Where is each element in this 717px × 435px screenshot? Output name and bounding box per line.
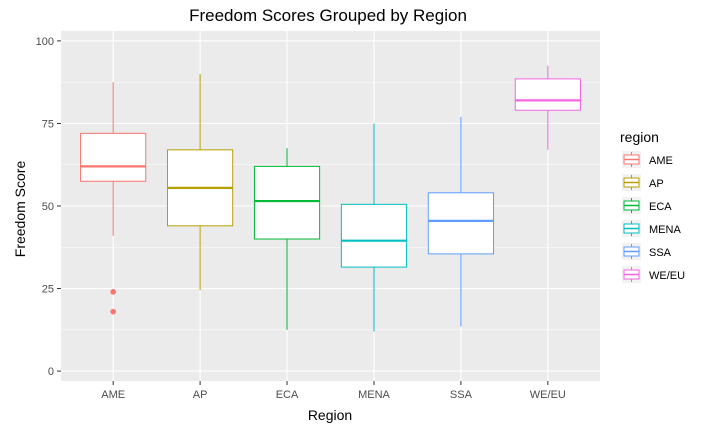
x-tick-label: SSA bbox=[450, 389, 473, 401]
box-iqr bbox=[514, 78, 581, 111]
legend-key bbox=[622, 266, 641, 283]
y-tick-label: 0 bbox=[48, 366, 54, 378]
legend-label: MENA bbox=[649, 224, 681, 236]
legend-label: AME bbox=[649, 155, 673, 167]
x-tick-label: ECA bbox=[276, 389, 299, 401]
box-ame bbox=[80, 82, 147, 315]
legend-label: AP bbox=[649, 178, 664, 190]
box-iqr bbox=[427, 192, 495, 255]
y-axis: 0 25 50 75 100 bbox=[36, 36, 61, 378]
x-axis: AME AP ECA MENA SSA WE/EU bbox=[101, 381, 566, 401]
x-tick-label: MENA bbox=[358, 389, 390, 401]
box-ap bbox=[166, 73, 234, 291]
outlier-point bbox=[110, 308, 116, 315]
box-eca bbox=[253, 148, 321, 330]
y-tick-label: 75 bbox=[42, 118, 54, 130]
legend-key bbox=[622, 220, 641, 237]
outlier-point bbox=[110, 289, 116, 295]
box-we-eu bbox=[514, 65, 581, 150]
box-ssa bbox=[427, 116, 495, 327]
box-mena bbox=[340, 123, 408, 332]
chart-title: Freedom Scores Grouped by Region bbox=[189, 6, 467, 25]
x-tick-label: WE/EU bbox=[530, 389, 566, 401]
y-tick-label: 25 bbox=[42, 284, 54, 296]
legend-title: region bbox=[620, 129, 659, 145]
legend-key bbox=[622, 174, 641, 191]
y-tick-label: 100 bbox=[36, 36, 54, 48]
legend-key bbox=[622, 151, 641, 168]
box-series bbox=[80, 65, 581, 332]
x-tick-label: AP bbox=[193, 389, 208, 401]
x-tick-label: AME bbox=[101, 389, 125, 401]
y-tick-label: 50 bbox=[42, 201, 54, 213]
legend-label: ECA bbox=[649, 201, 672, 213]
box-iqr bbox=[80, 132, 147, 182]
box-iqr bbox=[340, 203, 408, 268]
legend-key bbox=[622, 197, 641, 214]
legend: region AME AP ECA MENA SSA WE/EU bbox=[620, 129, 685, 283]
legend-key bbox=[622, 243, 641, 260]
box-iqr bbox=[253, 165, 321, 240]
legend-label: SSA bbox=[649, 247, 672, 259]
legend-label: WE/EU bbox=[649, 270, 685, 282]
y-axis-title: Freedom Score bbox=[12, 161, 28, 258]
x-axis-title: Region bbox=[308, 407, 352, 423]
